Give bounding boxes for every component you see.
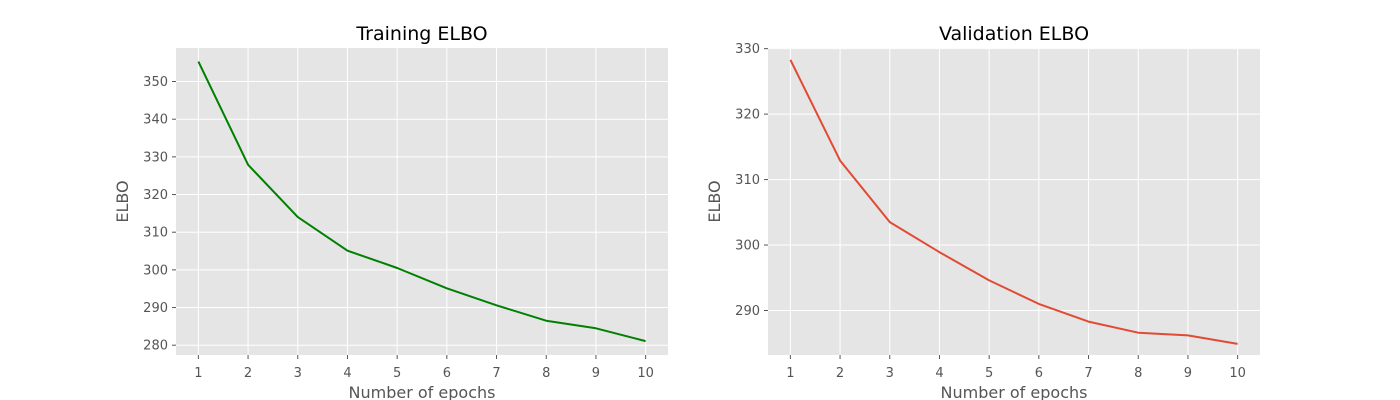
x-tick-label: 5 <box>985 366 993 381</box>
y-tick-label: 290 <box>735 304 760 319</box>
chart-title: Training ELBO <box>355 23 487 45</box>
x-tick-label: 4 <box>935 366 943 381</box>
series-line <box>197 61 646 343</box>
x-tick-label: 2 <box>244 366 252 381</box>
chart-panel-training: 1 2 3 4 5 6 7 8 9 10 280 290 300 310 320 330 340 350 Trai… <box>113 23 668 400</box>
y-axis-label: ELBO <box>113 180 132 222</box>
x-axis-label: Number of epochs <box>941 383 1088 400</box>
y-tick-label: 330 <box>735 42 760 57</box>
y-axis-label: ELBO <box>705 180 724 222</box>
y-tick-label: 320 <box>143 188 168 203</box>
ticks: 1 2 3 4 5 6 7 8 9 10 290 300 310 320 330 <box>735 42 1246 381</box>
x-tick-label: 9 <box>1184 366 1192 381</box>
x-tick-label: 1 <box>194 366 202 381</box>
plot-area <box>768 48 1260 355</box>
plot-area <box>176 48 668 355</box>
y-tick-label: 300 <box>735 239 760 254</box>
ticks: 1 2 3 4 5 6 7 8 9 10 280 290 300 310 320 330 340 350 <box>143 75 654 381</box>
x-tick-label: 6 <box>443 366 451 381</box>
series-layer <box>789 59 1238 345</box>
y-tick-label: 350 <box>143 75 168 90</box>
chart-panel-validation: 1 2 3 4 5 6 7 8 9 10 290 300 310 320 330 Validation EL… <box>705 23 1260 400</box>
y-tick-label: 310 <box>735 173 760 188</box>
y-tick-label: 330 <box>143 150 168 165</box>
grid <box>176 48 668 355</box>
x-tick-label: 4 <box>343 366 351 381</box>
x-tick-label: 2 <box>836 366 844 381</box>
y-tick-label: 310 <box>143 226 168 241</box>
x-tick-label: 3 <box>294 366 302 381</box>
x-tick-label: 8 <box>542 366 550 381</box>
x-tick-label: 3 <box>886 366 894 381</box>
chart-title: Validation ELBO <box>939 23 1089 45</box>
grid <box>768 48 1260 355</box>
x-axis-label: Number of epochs <box>349 383 496 400</box>
y-tick-label: 320 <box>735 108 760 123</box>
y-tick-label: 340 <box>143 113 168 128</box>
x-tick-label: 10 <box>1229 366 1246 381</box>
y-tick-label: 280 <box>143 339 168 354</box>
x-tick-label: 9 <box>592 366 600 381</box>
series-layer <box>197 61 646 343</box>
y-tick-label: 290 <box>143 301 168 316</box>
x-tick-label: 1 <box>786 366 794 381</box>
series-line <box>789 59 1238 345</box>
x-tick-label: 6 <box>1035 366 1043 381</box>
y-tick-label: 300 <box>143 263 168 278</box>
x-tick-label: 7 <box>492 366 500 381</box>
x-tick-label: 8 <box>1134 366 1142 381</box>
x-tick-label: 5 <box>393 366 401 381</box>
x-tick-label: 10 <box>637 366 654 381</box>
x-tick-label: 7 <box>1084 366 1092 381</box>
